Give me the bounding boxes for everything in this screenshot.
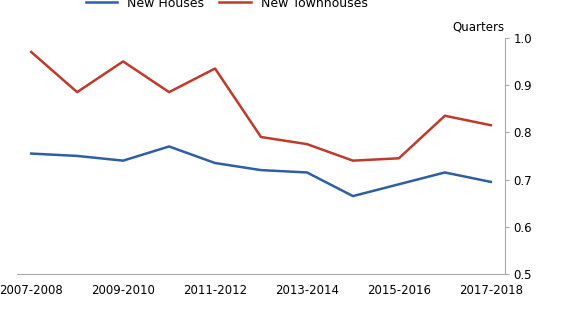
New Townhouses <box>166 90 173 94</box>
Text: Quarters: Quarters <box>452 20 505 33</box>
New Townhouses <box>212 66 219 70</box>
New Houses <box>349 194 356 198</box>
New Townhouses <box>441 114 448 118</box>
Line: New Townhouses: New Townhouses <box>31 52 491 161</box>
New Houses <box>487 180 494 184</box>
New Houses <box>396 182 403 186</box>
New Houses <box>441 171 448 175</box>
New Townhouses <box>119 60 126 63</box>
New Houses <box>303 171 310 175</box>
New Townhouses <box>28 50 35 54</box>
Line: New Houses: New Houses <box>31 146 491 196</box>
New Townhouses <box>349 159 356 163</box>
New Houses <box>28 152 35 156</box>
New Houses <box>119 159 126 163</box>
New Townhouses <box>487 123 494 127</box>
New Townhouses <box>396 157 403 160</box>
New Townhouses <box>303 142 310 146</box>
New Houses <box>74 154 81 158</box>
New Houses <box>212 161 219 165</box>
New Townhouses <box>258 135 264 139</box>
New Houses <box>166 145 173 148</box>
New Houses <box>258 168 264 172</box>
New Townhouses <box>74 90 81 94</box>
Legend: New Houses, New Townhouses: New Houses, New Townhouses <box>86 0 368 10</box>
